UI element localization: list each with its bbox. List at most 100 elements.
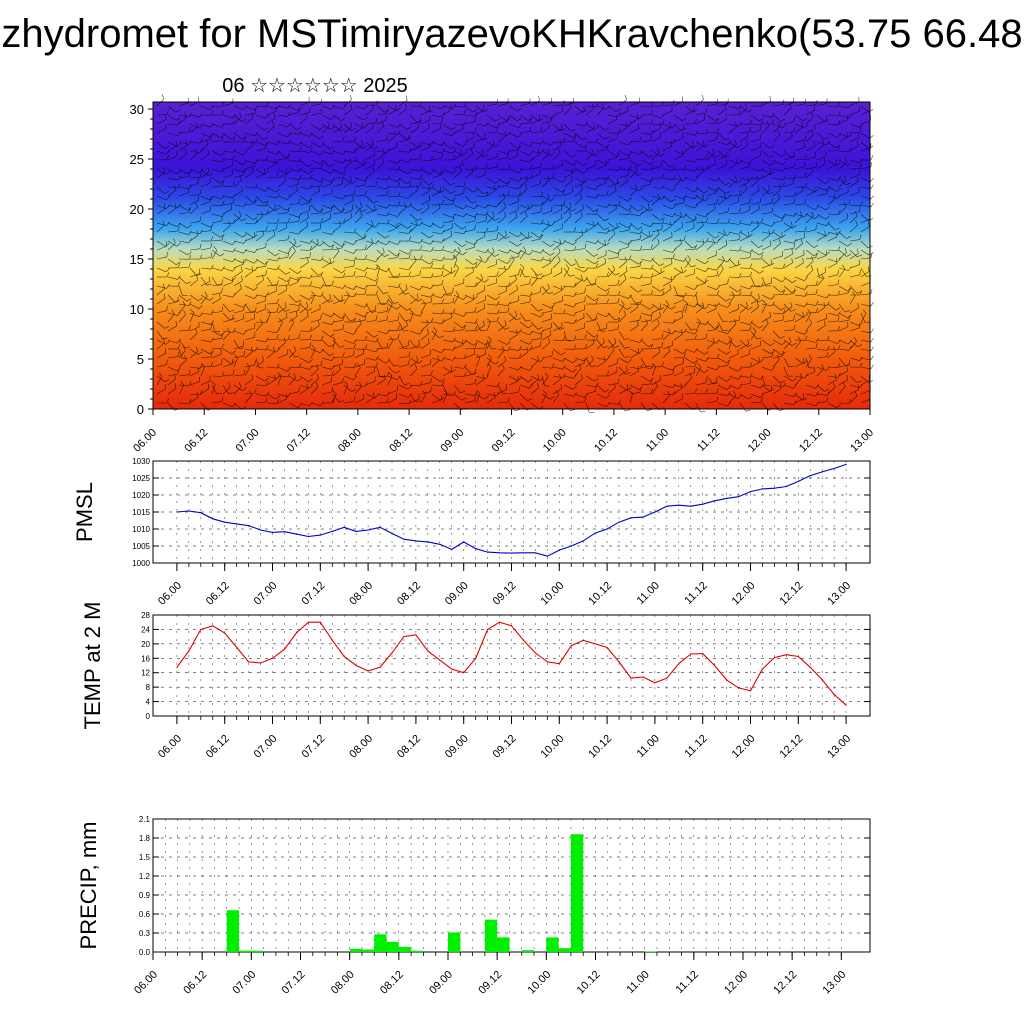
wind-barb bbox=[452, 199, 455, 205]
wind-barb bbox=[519, 375, 529, 383]
wind-barb bbox=[364, 233, 366, 239]
wind-barb bbox=[847, 242, 852, 247]
wind-barb bbox=[497, 384, 504, 394]
wind-barb bbox=[662, 321, 673, 324]
wind-barb bbox=[547, 193, 550, 199]
wind-barb bbox=[749, 320, 753, 325]
wind-barb bbox=[782, 315, 785, 321]
wind-barb bbox=[684, 366, 696, 368]
wind-barb bbox=[453, 186, 465, 188]
wind-barb bbox=[739, 343, 749, 350]
wind-barb bbox=[321, 262, 331, 269]
wind-barb bbox=[571, 154, 577, 158]
wind-barb bbox=[783, 306, 793, 314]
data-point bbox=[630, 677, 632, 679]
wind-barb bbox=[439, 397, 445, 401]
wind-barb bbox=[222, 267, 233, 272]
wind-barb bbox=[422, 390, 427, 395]
wind-barb bbox=[822, 139, 825, 145]
wind-barb bbox=[211, 353, 222, 359]
wind-barb bbox=[750, 177, 761, 180]
wind-barb bbox=[749, 197, 751, 203]
wind-barb bbox=[539, 377, 544, 382]
wind-barb bbox=[233, 231, 243, 238]
wind-barb bbox=[738, 315, 741, 321]
wind-barb bbox=[750, 147, 761, 152]
wind-barb bbox=[859, 234, 862, 240]
wind-barb bbox=[604, 218, 609, 222]
wind-barb bbox=[431, 141, 442, 146]
wind-barb bbox=[463, 229, 467, 234]
wind-barb bbox=[299, 132, 310, 137]
wind-barb bbox=[574, 208, 584, 215]
wind-barb bbox=[309, 239, 313, 244]
wind-barb bbox=[618, 261, 627, 269]
wind-barb bbox=[176, 242, 181, 247]
wind-barb bbox=[343, 159, 354, 162]
wind-barb bbox=[189, 141, 200, 144]
wind-barb bbox=[450, 366, 452, 372]
wind-barb bbox=[189, 273, 200, 278]
wind-barb bbox=[804, 291, 808, 297]
wind-barb bbox=[254, 183, 258, 189]
wind-barb bbox=[738, 208, 741, 214]
wind-barb bbox=[506, 285, 508, 291]
wind-barb bbox=[563, 285, 574, 288]
wind-barb bbox=[627, 387, 632, 391]
data-point bbox=[188, 510, 190, 512]
wind-barb bbox=[805, 191, 816, 197]
wind-barb bbox=[233, 339, 240, 349]
wind-barb bbox=[453, 294, 464, 300]
wind-barb bbox=[525, 211, 528, 217]
wind-barb bbox=[343, 384, 352, 392]
wind-barb bbox=[585, 165, 596, 170]
wind-barb bbox=[189, 381, 200, 386]
wind-barb bbox=[552, 366, 563, 370]
wind-barb bbox=[422, 300, 426, 305]
wind-barb bbox=[804, 182, 808, 188]
wind-barb bbox=[750, 331, 757, 341]
wind-barb bbox=[200, 195, 211, 201]
wind-barb bbox=[552, 164, 563, 170]
wind-barb bbox=[243, 201, 247, 207]
wind-barb bbox=[407, 170, 412, 175]
wind-barb bbox=[255, 360, 264, 368]
wind-barb bbox=[671, 187, 676, 192]
wind-barb bbox=[563, 268, 570, 278]
wind-barb bbox=[860, 204, 871, 208]
wind-barb bbox=[750, 201, 761, 206]
wind-barb bbox=[178, 186, 189, 190]
wind-barb bbox=[359, 381, 362, 387]
wind-barb bbox=[827, 123, 839, 125]
wind-barb bbox=[516, 329, 518, 335]
wind-barb bbox=[332, 127, 342, 134]
wind-barb bbox=[761, 375, 766, 386]
wind-barb bbox=[585, 342, 595, 350]
wind-barb bbox=[332, 204, 341, 212]
wind-barb bbox=[338, 364, 341, 370]
wind-barb bbox=[398, 168, 408, 175]
wind-barb bbox=[329, 353, 335, 356]
wind-barb bbox=[420, 285, 431, 289]
wind-barb bbox=[525, 319, 531, 322]
wind-barb bbox=[354, 276, 366, 278]
wind-barb bbox=[350, 319, 355, 322]
wind-barb bbox=[651, 152, 660, 161]
wind-barb bbox=[662, 350, 671, 359]
wind-barb bbox=[189, 279, 199, 287]
wind-barb bbox=[772, 303, 782, 311]
wind-barb bbox=[431, 375, 441, 382]
y-axis-title: TEMP at 2 M bbox=[80, 602, 105, 730]
wind-barb bbox=[838, 218, 849, 224]
wind-barb bbox=[825, 180, 830, 184]
wind-barb bbox=[552, 123, 561, 132]
wind-barb bbox=[332, 183, 343, 188]
wind-barb bbox=[266, 276, 273, 286]
wind-barb bbox=[365, 339, 376, 343]
wind-barb bbox=[596, 402, 607, 407]
wind-barb bbox=[870, 184, 874, 190]
wind-barb bbox=[482, 374, 485, 380]
wind-barb bbox=[749, 252, 752, 258]
wind-barb bbox=[552, 128, 563, 134]
wind-barb bbox=[811, 130, 814, 136]
